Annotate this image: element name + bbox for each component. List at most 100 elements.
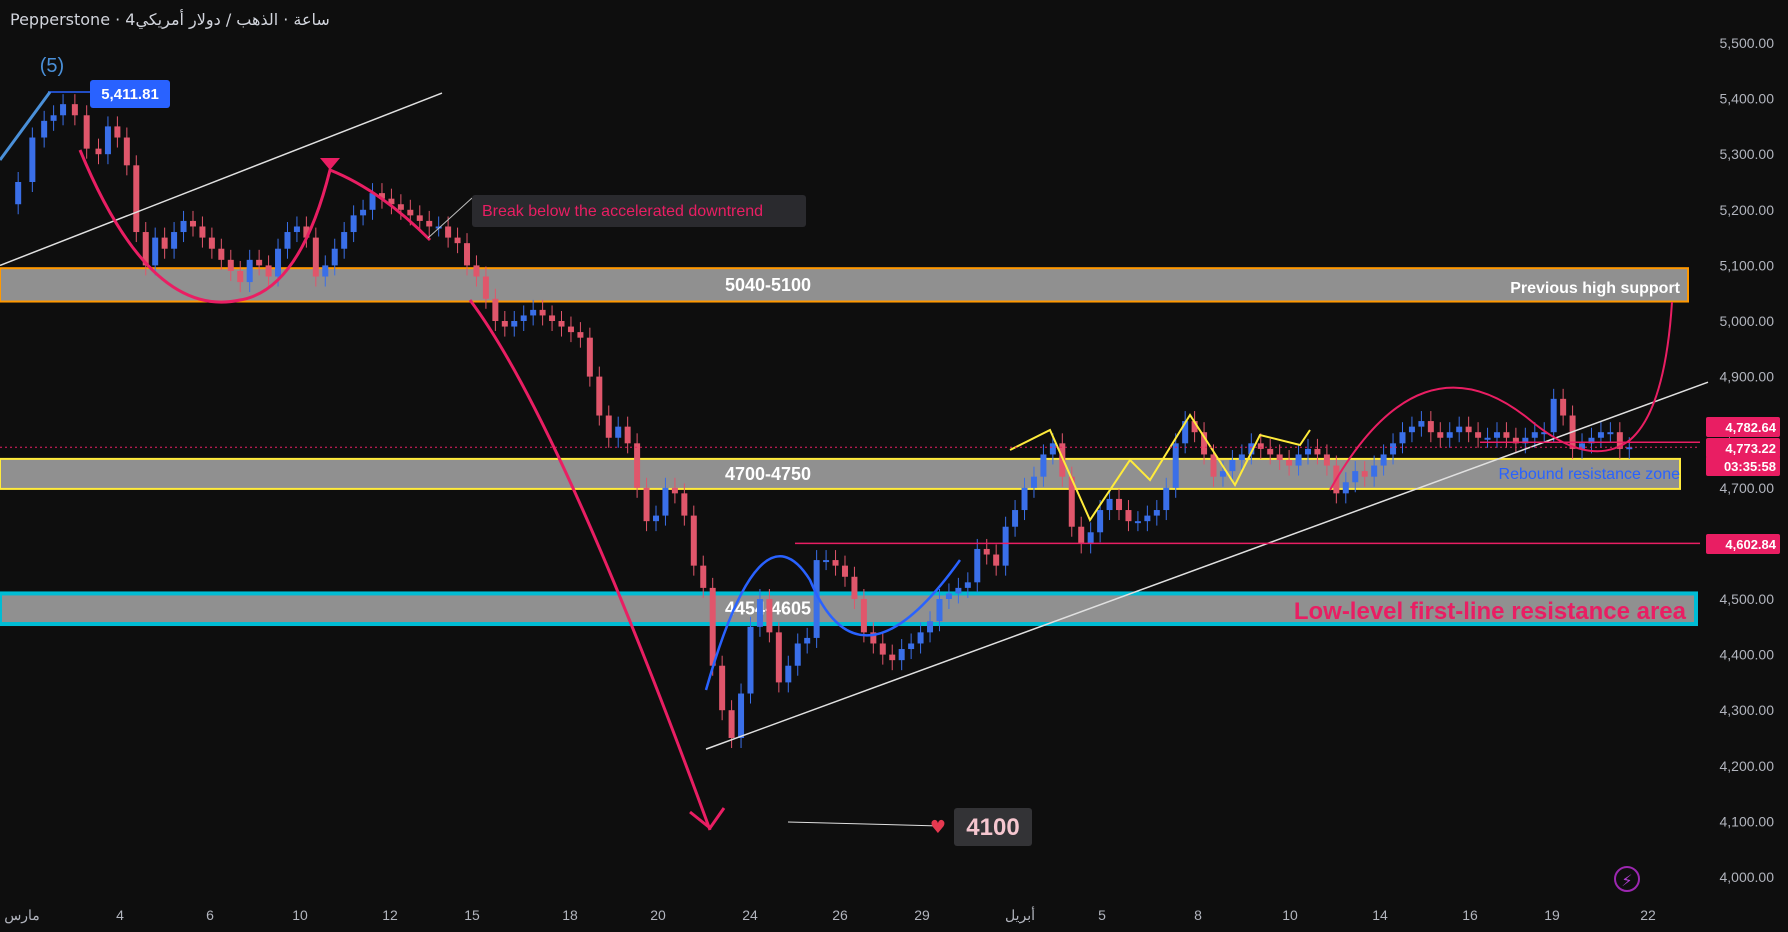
x-tick-label: 14 <box>1372 907 1388 923</box>
candle-body <box>171 232 178 249</box>
candle-body <box>265 265 272 277</box>
candle-body <box>804 637 811 644</box>
candle-body <box>567 326 574 333</box>
lightning-icon[interactable]: ⚡ <box>1614 866 1640 892</box>
x-axis[interactable]: مارس 4 6 10 12 15 18 20 24 26 29 أبريل 5 8 10 14 16 19 22 <box>4 905 1656 924</box>
candle-body <box>955 587 962 594</box>
candle-body <box>530 309 537 316</box>
zone-4454-4605 <box>0 591 1698 627</box>
candle-body <box>1314 448 1321 455</box>
heart-icon: ♥ <box>930 817 946 838</box>
candle-body <box>1588 437 1595 444</box>
candle-body <box>71 104 78 116</box>
y-tick-label: 5,300.00 <box>1720 146 1775 162</box>
y-tick-label: 4,100.00 <box>1720 813 1775 829</box>
candle-body <box>237 270 244 283</box>
candle-body <box>1210 454 1217 477</box>
candle-body <box>388 198 395 205</box>
candle-body <box>813 560 820 638</box>
candle-body <box>634 443 641 488</box>
x-tick-label: 12 <box>382 907 398 923</box>
high-marker-badge <box>90 80 170 108</box>
candles-layer <box>15 94 1633 749</box>
x-tick-label: 5 <box>1098 907 1106 923</box>
candle-body <box>870 632 877 644</box>
candle-body <box>1267 448 1274 455</box>
candle-body <box>1125 510 1132 522</box>
y-tick-label: 4,900.00 <box>1720 369 1775 385</box>
pink-wave-curve <box>78 149 432 304</box>
y-tick-label: 5,100.00 <box>1720 257 1775 273</box>
candle-body <box>756 599 763 627</box>
candle-body <box>700 565 707 588</box>
candle-body <box>728 710 735 738</box>
candle-body <box>454 237 461 244</box>
candle-body <box>851 576 858 599</box>
candle-body <box>1522 437 1529 444</box>
y-axis[interactable]: 5,500.00 5,400.00 5,300.00 5,200.00 5,100.00… <box>1706 35 1780 885</box>
candle-body <box>775 632 782 683</box>
price-badge <box>1706 438 1780 458</box>
candle-body <box>1550 398 1557 433</box>
candle-body <box>1078 526 1085 544</box>
zone-label: 4700-4750 <box>725 464 811 484</box>
candle-body <box>785 665 792 683</box>
y-tick-label: 4,200.00 <box>1720 758 1775 774</box>
price-badge-label: 4,602.84 <box>1725 537 1776 552</box>
candle-body <box>1503 432 1510 438</box>
candle-body <box>860 599 867 633</box>
chart-title: Pepperstone · 4ساعة · الذهب / دولار أمري… <box>10 10 330 29</box>
candle-body <box>1002 526 1009 566</box>
x-tick-label: مارس <box>4 907 40 924</box>
candle-body <box>123 137 130 166</box>
y-tick-label: 5,400.00 <box>1720 91 1775 107</box>
candle-body <box>1106 498 1113 511</box>
candle-body <box>1021 487 1028 511</box>
price-badge-label: 4,782.64 <box>1725 420 1776 435</box>
zone-label: 5040-5100 <box>725 275 811 295</box>
candle-body <box>1097 510 1104 533</box>
y-tick-label: 4,400.00 <box>1720 647 1775 663</box>
candle-body <box>1182 421 1189 444</box>
x-tick-label: 18 <box>562 907 578 923</box>
candle-body <box>1484 437 1491 440</box>
candle-body <box>1201 432 1208 455</box>
rebound-zone-label: Rebound resistance zone <box>1499 466 1681 483</box>
candle-body <box>1607 432 1614 435</box>
candle-body <box>227 259 234 271</box>
candle-body <box>549 315 556 321</box>
candle-body <box>180 220 187 233</box>
candle-body <box>416 215 423 221</box>
candle-body <box>879 643 886 655</box>
candle-body <box>407 209 414 216</box>
candle-body <box>312 237 319 277</box>
candle-body <box>1408 426 1415 433</box>
wave-label: (5) <box>40 55 64 77</box>
candle-body <box>747 626 754 694</box>
candle-body <box>1219 471 1226 477</box>
x-tick-label: 26 <box>832 907 848 923</box>
candle-body <box>152 237 159 266</box>
candle-body <box>1352 471 1359 483</box>
candle-body <box>482 276 489 299</box>
y-tick-label: 5,500.00 <box>1720 35 1775 51</box>
candle-body <box>199 226 206 238</box>
rising-support-line <box>705 381 1709 750</box>
candle-body <box>1276 454 1283 460</box>
candle-body <box>208 237 215 249</box>
candle-body <box>360 209 367 216</box>
x-tick-label: 29 <box>914 907 930 923</box>
candle-body <box>1371 465 1378 477</box>
candle-body <box>1116 498 1123 511</box>
x-tick-label: 20 <box>650 907 666 923</box>
price-badge <box>1706 417 1780 437</box>
candle-body <box>624 426 631 444</box>
drop-arrow-line <box>468 299 712 831</box>
candle-body <box>275 248 282 277</box>
zone-4700-4750 <box>0 457 1681 490</box>
candle-body <box>1012 510 1019 527</box>
candle-body <box>1626 447 1633 450</box>
candle-body <box>1286 460 1293 466</box>
